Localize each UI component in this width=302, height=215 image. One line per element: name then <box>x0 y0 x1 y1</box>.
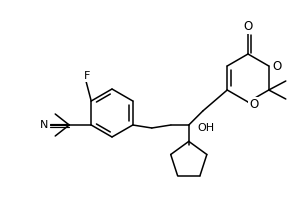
Text: O: O <box>243 20 253 34</box>
Text: O: O <box>249 97 258 111</box>
Text: N: N <box>40 120 48 130</box>
Text: OH: OH <box>197 123 214 133</box>
Text: O: O <box>273 60 282 72</box>
Text: F: F <box>84 71 90 81</box>
